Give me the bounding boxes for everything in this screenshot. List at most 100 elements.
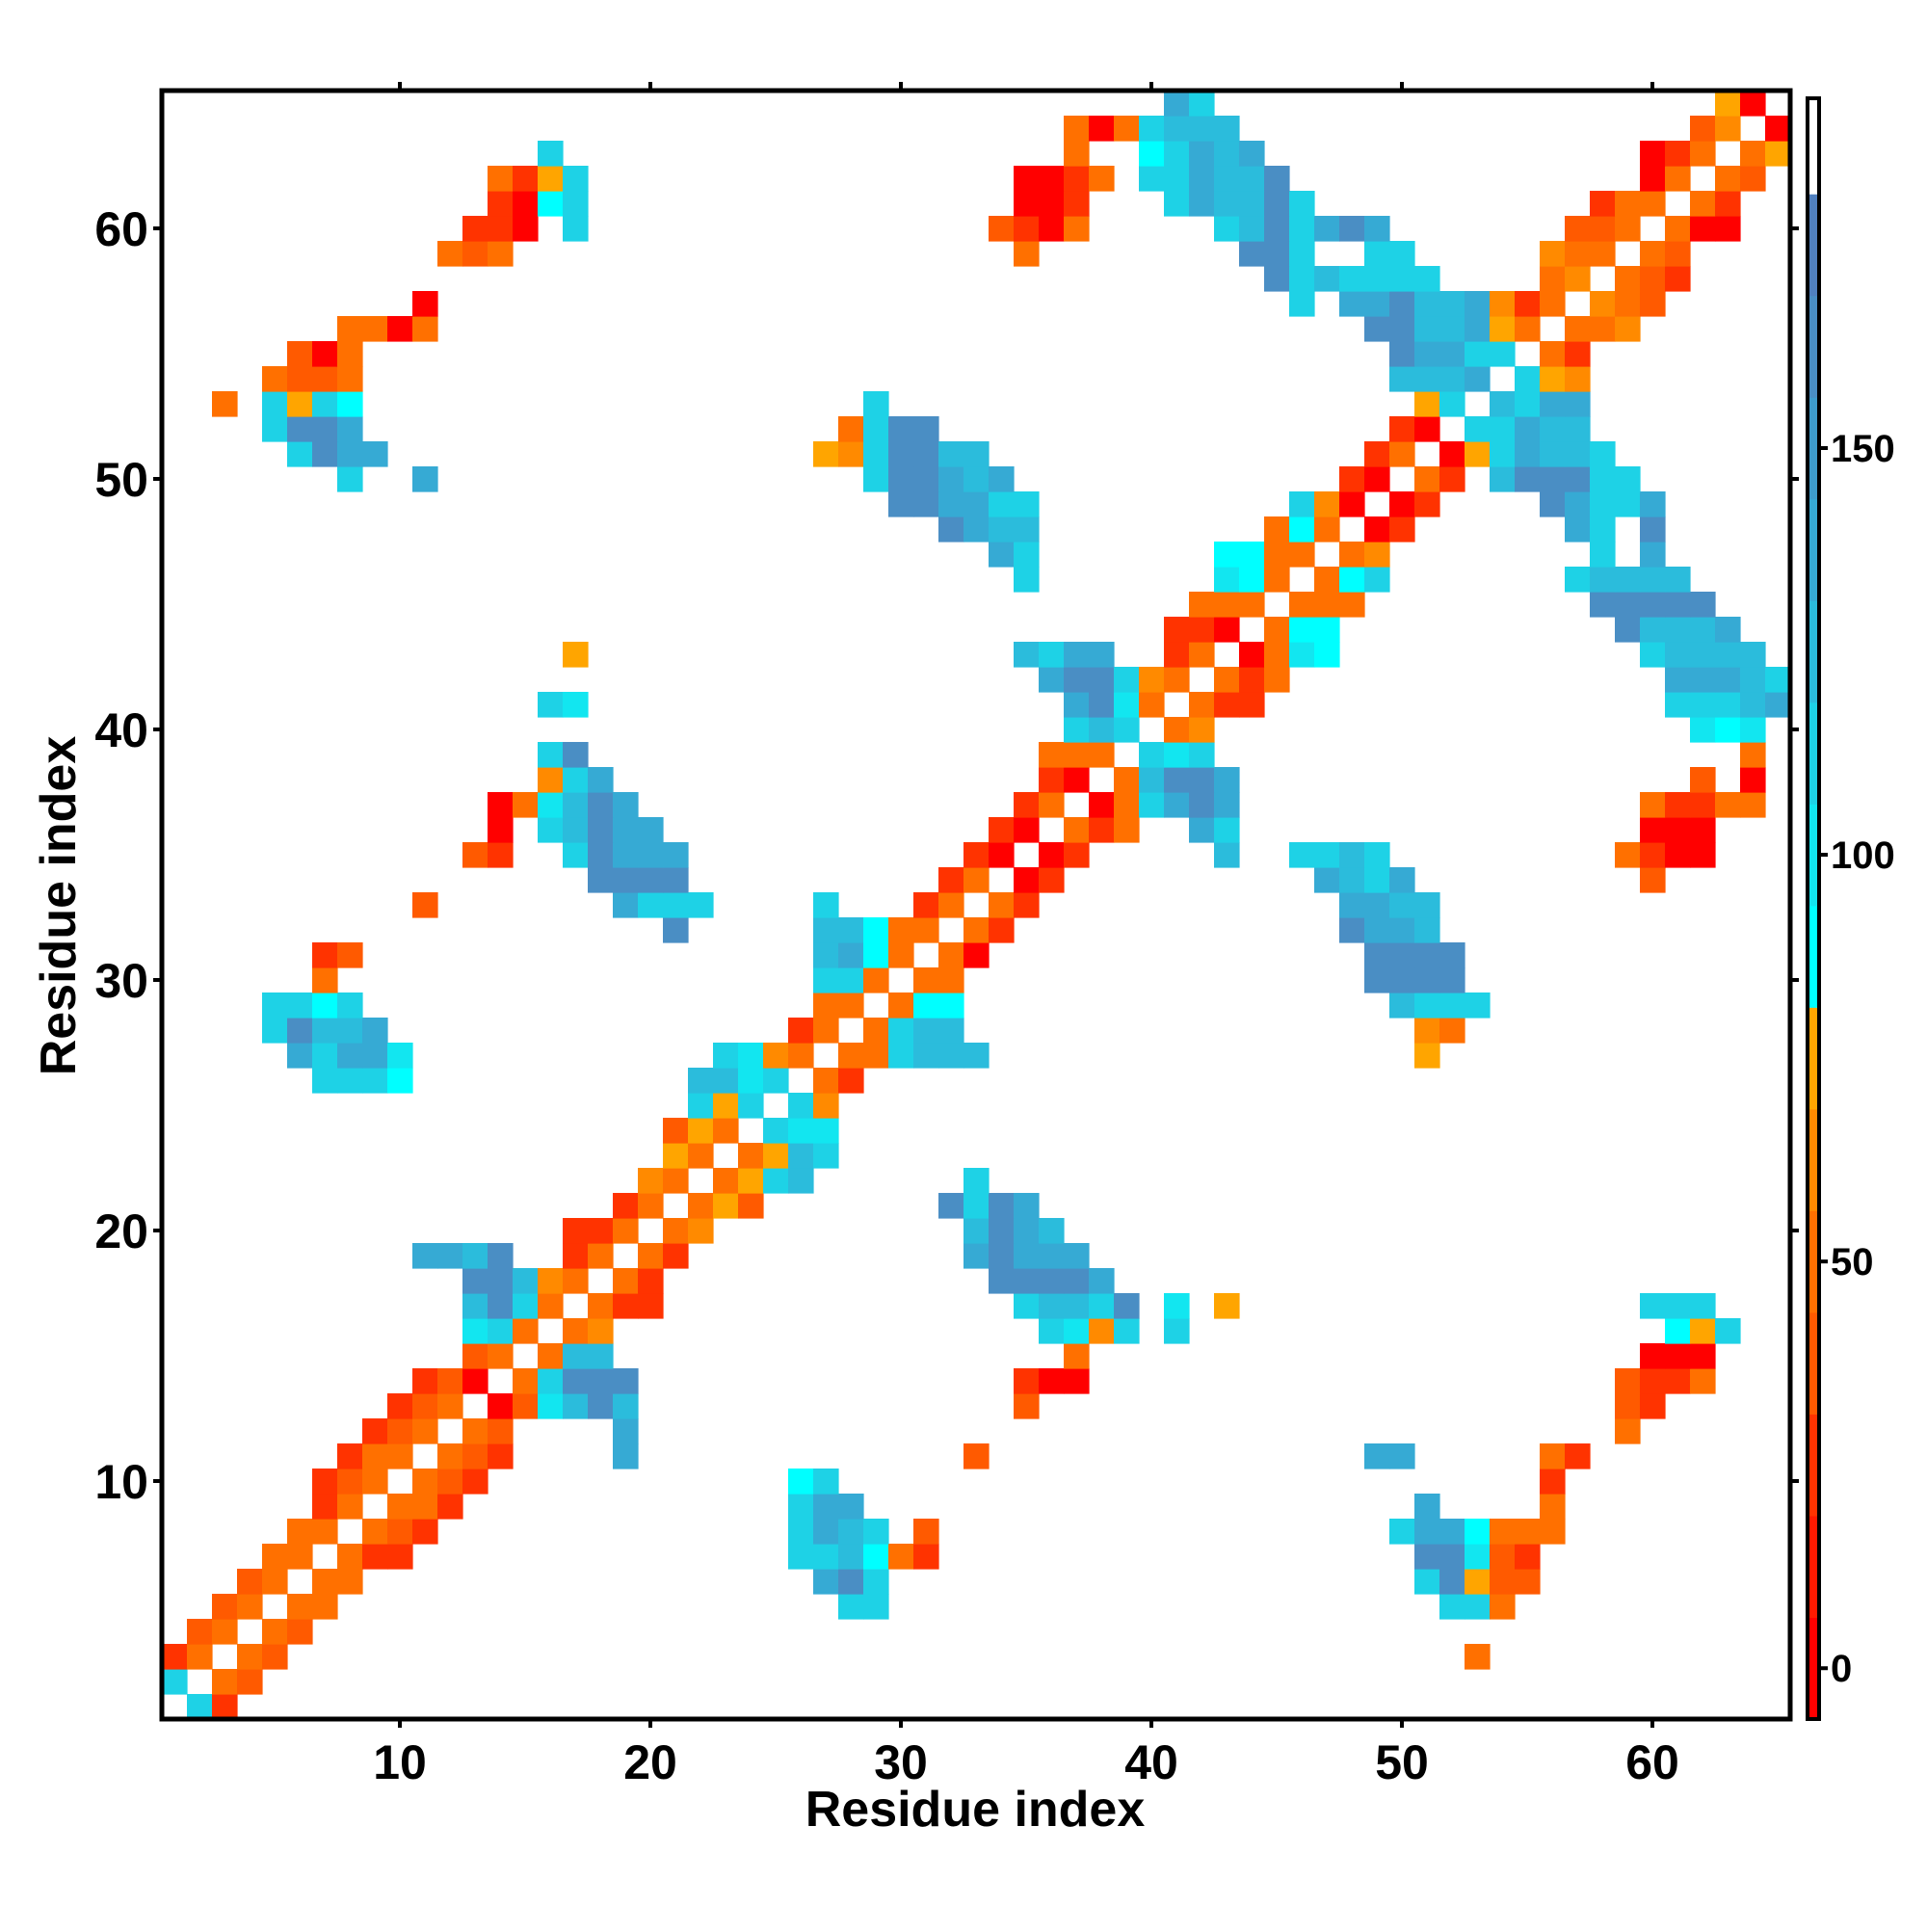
heatmap-cell	[1339, 266, 1365, 292]
heatmap-cell	[187, 1619, 213, 1645]
heatmap-cell	[613, 1393, 639, 1419]
heatmap-cell	[788, 1018, 814, 1044]
heatmap-cell	[488, 191, 514, 217]
heatmap-cell	[938, 516, 964, 543]
heatmap-cell	[913, 466, 939, 492]
heatmap-cell	[1439, 1544, 1465, 1570]
heatmap-cell	[563, 1393, 589, 1419]
heatmap-cell	[763, 1068, 789, 1094]
heatmap-cell	[588, 1243, 614, 1269]
heatmap-cell	[337, 1443, 363, 1469]
heatmap-cell	[813, 967, 839, 993]
heatmap-cell	[913, 416, 939, 442]
axis-ticks	[153, 82, 1799, 1728]
heatmap-cell	[1039, 1293, 1065, 1319]
heatmap-cell	[337, 992, 363, 1019]
heatmap-cell	[1715, 792, 1741, 818]
heatmap-cell	[1064, 767, 1090, 793]
heatmap-cell	[1765, 667, 1791, 693]
heatmap-cell	[538, 792, 564, 818]
heatmap-cell	[788, 1168, 814, 1194]
heatmap-cell	[1439, 341, 1465, 367]
heatmap-cell	[938, 867, 964, 893]
heatmap-cell	[1414, 366, 1440, 392]
heatmap-cell	[563, 1218, 589, 1244]
heatmap-cell	[337, 466, 363, 492]
heatmap-cell	[563, 166, 589, 192]
heatmap-cell	[1465, 441, 1491, 467]
heatmap-cell	[1615, 617, 1641, 643]
heatmap-cell	[788, 1469, 814, 1495]
heatmap-cell	[1690, 617, 1716, 643]
heatmap-cell	[713, 1093, 739, 1119]
heatmap-cell	[1640, 1368, 1666, 1394]
heatmap-cell	[1339, 542, 1365, 568]
heatmap-cell	[1289, 191, 1315, 217]
heatmap-cell	[738, 1093, 764, 1119]
plot-frame	[159, 88, 1793, 1722]
heatmap-cell	[688, 1218, 714, 1244]
heatmap-cell	[1164, 166, 1190, 192]
heatmap-cell	[1690, 767, 1716, 793]
colorbar-band	[1808, 397, 1819, 500]
heatmap-cell	[362, 1043, 388, 1069]
heatmap-cell	[1389, 1519, 1415, 1545]
heatmap-cell	[813, 892, 839, 918]
heatmap-cell	[938, 1043, 964, 1069]
heatmap-cell	[788, 1143, 814, 1169]
heatmap-cell	[1364, 291, 1390, 317]
heatmap-cell	[1064, 842, 1090, 868]
heatmap-cell	[1389, 967, 1415, 993]
x-tick-label: 60	[1625, 1735, 1679, 1789]
heatmap-cell	[1565, 391, 1591, 417]
heatmap-cell	[663, 1143, 689, 1169]
heatmap-cell	[513, 1318, 539, 1344]
heatmap-cell	[1665, 241, 1691, 267]
heatmap-cell	[989, 842, 1015, 868]
heatmap-cell	[513, 1368, 539, 1394]
heatmap-cell	[888, 942, 914, 968]
x-tick-label: 30	[874, 1735, 928, 1789]
heatmap-cell	[538, 817, 564, 843]
heatmap-cell	[1089, 717, 1115, 743]
heatmap-cell	[1665, 166, 1691, 192]
heatmap-cell	[888, 992, 914, 1019]
heatmap-cell	[1214, 166, 1240, 192]
heatmap-cell	[387, 1393, 413, 1419]
heatmap-cell	[1765, 692, 1791, 718]
heatmap-cell	[838, 1569, 864, 1595]
y-axis-title: Residue index	[31, 736, 87, 1076]
heatmap-cell	[1164, 767, 1190, 793]
heatmap-cell	[1164, 191, 1190, 217]
heatmap-cell	[989, 216, 1015, 242]
heatmap-cell	[1214, 842, 1240, 868]
heatmap-cell	[1414, 917, 1440, 943]
heatmap-cell	[337, 1494, 363, 1520]
heatmap-cell	[312, 1469, 338, 1495]
heatmap-cell	[312, 1043, 338, 1069]
heatmap-cell	[412, 1368, 438, 1394]
heatmap-cell	[1364, 441, 1390, 467]
heatmap-cell	[187, 1644, 213, 1670]
heatmap-cell	[663, 1168, 689, 1194]
heatmap-cell	[488, 1243, 514, 1269]
heatmap-cell	[813, 1494, 839, 1520]
heatmap-cell	[1414, 291, 1440, 317]
heatmap-cell	[337, 942, 363, 968]
heatmap-cell	[964, 1168, 990, 1194]
heatmap-cell	[1690, 817, 1716, 843]
heatmap-cell	[788, 1494, 814, 1520]
colorbar	[1808, 98, 1828, 1720]
heatmap-cell	[638, 867, 664, 893]
heatmap-cell	[1089, 667, 1115, 693]
heatmap-cell	[387, 316, 413, 342]
heatmap-cell	[1615, 216, 1641, 242]
heatmap-cell	[1715, 692, 1741, 718]
heatmap-cell	[1264, 567, 1290, 593]
heatmap-cell	[1364, 917, 1390, 943]
heatmap-cell	[1114, 817, 1140, 843]
heatmap-cell	[964, 491, 990, 517]
heatmap-cell	[1064, 216, 1090, 242]
heatmap-cell	[1164, 617, 1190, 643]
heatmap-cell	[1490, 391, 1516, 417]
